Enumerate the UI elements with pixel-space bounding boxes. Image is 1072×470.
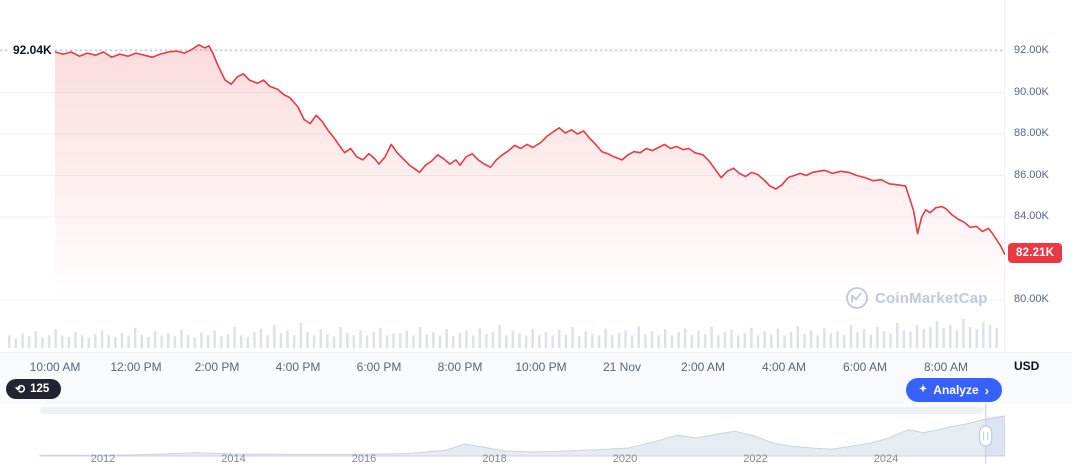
navigator-year-label: 2014 xyxy=(221,453,246,465)
current-price-badge: 82.21K xyxy=(1008,243,1063,263)
y-axis-tick: 84.00K xyxy=(1014,210,1049,222)
x-axis-tick: 6:00 PM xyxy=(356,360,402,374)
x-axis-tick: 4:00 AM xyxy=(761,360,807,374)
history-count-button[interactable]: ⟲ 125 xyxy=(6,379,62,399)
watermark: CoinMarketCap xyxy=(845,286,988,310)
navigator-handle[interactable] xyxy=(979,425,993,447)
history-icon: ⟲ xyxy=(15,382,26,396)
x-axis-tick: 10:00 PM xyxy=(515,360,567,374)
price-chart[interactable]: 92.04K CoinMarketCap xyxy=(0,0,1005,352)
x-axis: USD 10:00 AM 12:00 PM 2:00 PM 4:00 PM 6:00 P… xyxy=(0,352,1072,378)
y-axis-tick: 90.00K xyxy=(1014,85,1049,98)
x-axis-tick: 8:00 AM xyxy=(923,360,969,374)
currency-label: USD xyxy=(1014,359,1040,373)
x-axis-tick: 10:00 AM xyxy=(29,360,81,374)
x-axis-tick: 4:00 PM xyxy=(275,360,321,374)
x-axis-tick: 6:00 AM xyxy=(842,360,888,374)
price-line xyxy=(54,44,1005,255)
navigator-year-label: 2018 xyxy=(482,453,507,465)
navigator-year-label: 2022 xyxy=(743,453,768,465)
navigator-svg[interactable] xyxy=(0,404,1005,470)
sparkle-icon: ✦ xyxy=(918,384,928,395)
coinmarketcap-logo-icon xyxy=(846,287,868,309)
navigator-year-label: 2024 xyxy=(873,453,899,465)
y-axis-tick: 86.00K xyxy=(1014,168,1049,181)
open-price-label: 92.04K xyxy=(10,43,55,57)
history-count: 125 xyxy=(30,383,50,395)
chart-toolbar: ⟲ 125 ✦ Analyze › xyxy=(0,378,1072,404)
analyze-button[interactable]: ✦ Analyze › xyxy=(905,378,1002,402)
navigator-year-label: 2016 xyxy=(351,453,377,465)
y-axis-tick: 92.00K xyxy=(1014,44,1049,56)
x-axis-tick: 2:00 AM xyxy=(680,360,726,374)
navigator-year-label: 2020 xyxy=(612,453,638,465)
watermark-brand: CoinMarketCap xyxy=(875,289,988,307)
y-axis-tick: 88.00K xyxy=(1014,127,1049,139)
navigator-scrollbar[interactable] xyxy=(40,407,984,414)
navigator-year-label: 2012 xyxy=(90,453,116,465)
x-axis-tick: 8:00 PM xyxy=(437,360,483,374)
chevron-right-icon: › xyxy=(984,382,989,398)
range-navigator[interactable]: 2012 2014 2016 2018 2020 2022 2024 xyxy=(0,404,1072,470)
x-axis-tick: 21 Nov xyxy=(602,360,642,374)
x-axis-tick: 12:00 PM xyxy=(110,360,162,374)
y-axis-tick: 80.00K xyxy=(1014,293,1049,305)
y-axis: 82.21K 92.00K 90.00K 88.00K 86.00K 84.00K 80.… xyxy=(1006,0,1072,352)
analyze-label: Analyze xyxy=(933,383,979,397)
x-axis-tick: 2:00 PM xyxy=(194,360,240,374)
price-chart-svg[interactable] xyxy=(0,0,1005,352)
